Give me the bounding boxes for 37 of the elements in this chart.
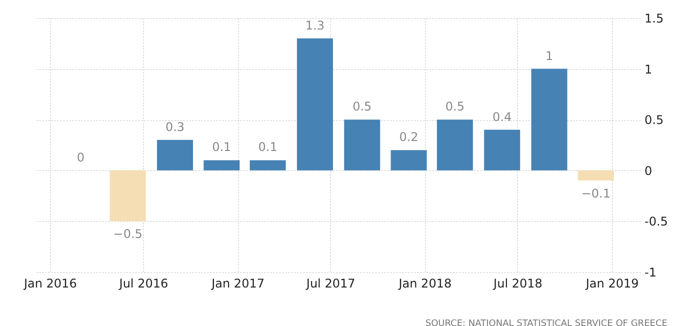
y-tick-label: -1 (644, 266, 656, 280)
bar (531, 68, 568, 170)
bar (484, 130, 520, 170)
x-tick-label: Jul 2017 (305, 276, 356, 290)
data-label: 1.3 (305, 18, 324, 32)
bar (204, 160, 240, 170)
x-tick-label: Jan 2017 (210, 276, 264, 290)
bar (436, 120, 473, 170)
data-label: −0.5 (113, 227, 142, 242)
data-label: 0.1 (258, 140, 278, 154)
y-tick-label: 0.5 (644, 113, 664, 128)
bar (110, 170, 146, 222)
data-label: −0.1 (581, 186, 610, 201)
x-tick-label: Jul 2016 (118, 276, 168, 290)
y-tick-label: -0.5 (644, 214, 668, 229)
data-label: 0.3 (165, 120, 185, 134)
bar (250, 160, 286, 170)
bar (296, 38, 333, 170)
bar (344, 120, 380, 170)
data-label: 0.1 (212, 140, 232, 154)
data-label: 0.2 (399, 130, 418, 144)
data-label: 0.4 (492, 110, 512, 124)
data-label: 1 (545, 48, 554, 63)
y-tick-label: 0 (644, 164, 652, 178)
data-label: 0.5 (352, 100, 372, 114)
data-label: 0 (76, 150, 84, 164)
x-tick-label: Jan 2019 (584, 276, 639, 290)
y-tick-label: 1 (644, 62, 652, 76)
bar (390, 150, 427, 170)
bar (156, 140, 193, 170)
data-label: 0.5 (445, 100, 464, 114)
x-tick-label: Jan 2018 (398, 276, 452, 290)
x-tick-label: Jul 2018 (492, 276, 542, 290)
source-note: SOURCE: NATIONAL STATISTICAL SERVICE OF GREECE (425, 319, 668, 326)
y-tick-label: 1.5 (644, 12, 664, 26)
x-tick-label: Jan 2016 (22, 276, 77, 290)
bar (578, 170, 614, 181)
